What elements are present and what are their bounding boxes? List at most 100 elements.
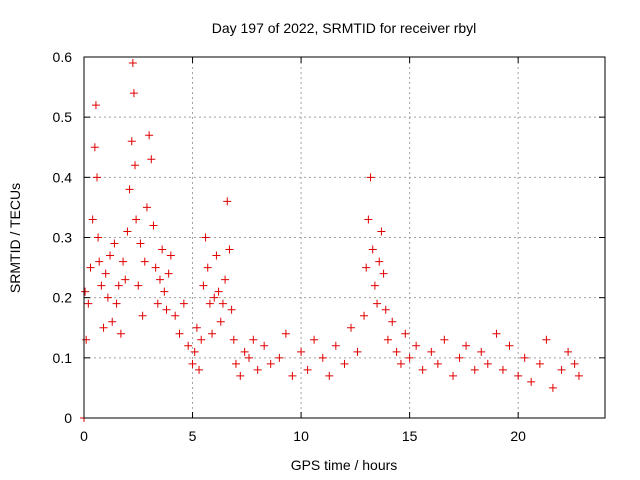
- data-point: [498, 365, 507, 374]
- data-point: [318, 353, 327, 362]
- data-point: [123, 227, 132, 236]
- data-point: [229, 335, 238, 344]
- data-point: [427, 347, 436, 356]
- data-point: [136, 239, 145, 248]
- data-point: [142, 203, 151, 212]
- data-point: [227, 305, 236, 314]
- data-point: [179, 299, 188, 308]
- data-point: [90, 143, 99, 152]
- data-point: [455, 353, 464, 362]
- data-point: [160, 287, 169, 296]
- y-tick-label: 0.4: [53, 169, 73, 185]
- y-tick-label: 0.2: [53, 290, 73, 306]
- data-point: [249, 335, 258, 344]
- data-point: [112, 299, 121, 308]
- y-tick-label: 0.1: [53, 350, 73, 366]
- data-point: [145, 131, 154, 140]
- data-point: [197, 335, 206, 344]
- data-point: [108, 317, 117, 326]
- data-point: [377, 227, 386, 236]
- data-point: [396, 359, 405, 368]
- x-tick-label: 15: [402, 428, 418, 444]
- data-point: [401, 329, 410, 338]
- data-point: [449, 371, 458, 380]
- x-tick-label: 0: [80, 428, 88, 444]
- data-point: [134, 281, 143, 290]
- x-axis-label: GPS time / hours: [291, 457, 398, 473]
- data-point: [127, 137, 136, 146]
- data-point: [84, 299, 93, 308]
- data-point: [110, 239, 119, 248]
- data-point: [221, 275, 230, 284]
- data-point: [205, 299, 214, 308]
- data-point: [88, 215, 97, 224]
- data-point: [325, 371, 334, 380]
- data-point: [214, 287, 223, 296]
- data-point: [527, 377, 536, 386]
- data-point: [106, 251, 115, 260]
- x-tick-label: 5: [189, 428, 197, 444]
- data-point: [388, 317, 397, 326]
- data-point: [121, 275, 130, 284]
- data-point: [370, 281, 379, 290]
- data-point: [281, 329, 290, 338]
- data-point: [188, 359, 197, 368]
- x-tick-label: 10: [293, 428, 309, 444]
- data-point: [125, 185, 134, 194]
- data-point: [236, 371, 245, 380]
- data-point: [218, 299, 227, 308]
- data-point: [381, 305, 390, 314]
- data-point: [166, 251, 175, 260]
- data-point: [153, 299, 162, 308]
- data-point: [155, 275, 164, 284]
- data-point: [353, 347, 362, 356]
- data-point: [175, 329, 184, 338]
- data-point: [210, 293, 219, 302]
- data-point: [195, 365, 204, 374]
- data-point: [119, 257, 128, 266]
- data-point: [116, 329, 125, 338]
- data-point: [103, 293, 112, 302]
- data-point: [383, 335, 392, 344]
- data-point: [368, 245, 377, 254]
- data-point: [288, 371, 297, 380]
- data-point: [433, 359, 442, 368]
- data-point: [310, 335, 319, 344]
- data-point: [147, 155, 156, 164]
- data-point: [171, 311, 180, 320]
- data-point: [199, 281, 208, 290]
- data-point: [82, 335, 91, 344]
- data-points: [80, 59, 583, 422]
- data-point: [216, 317, 225, 326]
- data-point: [362, 263, 371, 272]
- data-point: [140, 257, 149, 266]
- data-point: [208, 329, 217, 338]
- data-point: [440, 335, 449, 344]
- data-point: [94, 233, 103, 242]
- data-point: [364, 215, 373, 224]
- data-point: [81, 287, 90, 296]
- data-point: [99, 323, 108, 332]
- data-point: [101, 269, 110, 278]
- data-point: [535, 359, 544, 368]
- data-point: [203, 263, 212, 272]
- data-point: [131, 161, 140, 170]
- data-point: [97, 281, 106, 290]
- data-point: [379, 269, 388, 278]
- data-point: [253, 365, 262, 374]
- data-point: [360, 311, 369, 320]
- data-point: [405, 353, 414, 362]
- plot-frame: [83, 56, 606, 419]
- data-point: [570, 359, 579, 368]
- data-point: [542, 335, 551, 344]
- data-point: [520, 353, 529, 362]
- y-axis-label: SRMTID / TECUs: [7, 183, 23, 293]
- data-point: [162, 305, 171, 314]
- data-point: [223, 197, 232, 206]
- data-point: [557, 365, 566, 374]
- y-tick-label: 0.6: [53, 49, 73, 65]
- data-point: [86, 263, 95, 272]
- data-point: [149, 221, 158, 230]
- data-point: [114, 281, 123, 290]
- data-point: [483, 359, 492, 368]
